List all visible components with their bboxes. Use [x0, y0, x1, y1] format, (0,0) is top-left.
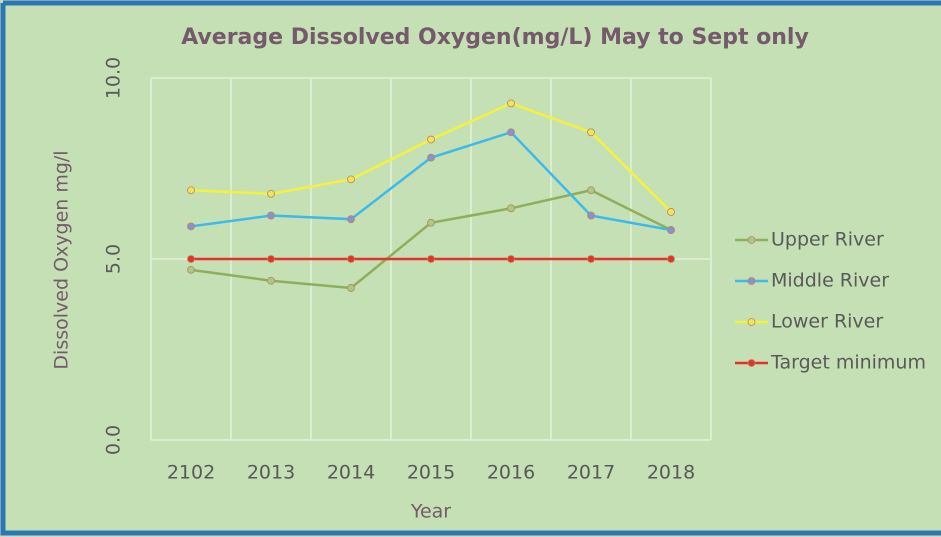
data-point [667, 255, 675, 263]
x-tick-label: 2017 [567, 462, 615, 484]
legend-label: Upper River [771, 229, 884, 251]
data-point [187, 255, 195, 263]
data-point [347, 284, 355, 292]
x-tick-label: 2014 [327, 462, 375, 484]
data-point [427, 153, 435, 162]
data-point [507, 128, 515, 137]
x-tick-label: 2018 [647, 462, 695, 484]
data-point [507, 255, 515, 263]
data-point [427, 218, 435, 227]
legend-marker [747, 277, 756, 285]
x-tick-label: 2102 [167, 462, 215, 484]
data-point [187, 265, 195, 274]
data-point [427, 135, 435, 144]
data-point [587, 186, 595, 195]
data-point [187, 222, 195, 231]
data-point [587, 255, 595, 263]
data-point [267, 211, 275, 220]
y-axis-label: Dissolved Oxygen mg/l [51, 150, 73, 369]
data-point [507, 204, 515, 213]
x-tick-label: 2016 [487, 462, 535, 484]
x-axis-label: Year [410, 501, 451, 523]
data-point [587, 128, 595, 137]
legend-label: Lower River [771, 311, 883, 333]
data-point [667, 208, 675, 216]
data-point [667, 226, 675, 234]
data-point [347, 175, 355, 184]
y-tick-label: 0.0 [103, 425, 125, 455]
data-point [267, 255, 275, 263]
y-tick-label: 10.0 [103, 57, 125, 99]
y-tick-label: 5.0 [103, 244, 125, 274]
legend-label: Middle River [771, 270, 889, 292]
data-point [507, 99, 515, 108]
data-point [267, 276, 275, 285]
chart-title: Average Dissolved Oxygen(mg/L) May to Se… [181, 25, 809, 50]
data-point [427, 255, 435, 263]
data-point [187, 186, 195, 195]
x-tick-label: 2015 [407, 462, 455, 484]
legend-marker [747, 236, 756, 244]
legend-marker [747, 318, 756, 326]
data-point [587, 211, 595, 220]
x-tick-label: 2013 [247, 462, 295, 484]
legend-marker [747, 359, 756, 367]
legend-label: Target minimum [770, 352, 926, 374]
data-point [347, 215, 355, 224]
data-point [347, 255, 355, 263]
data-point [267, 189, 275, 198]
